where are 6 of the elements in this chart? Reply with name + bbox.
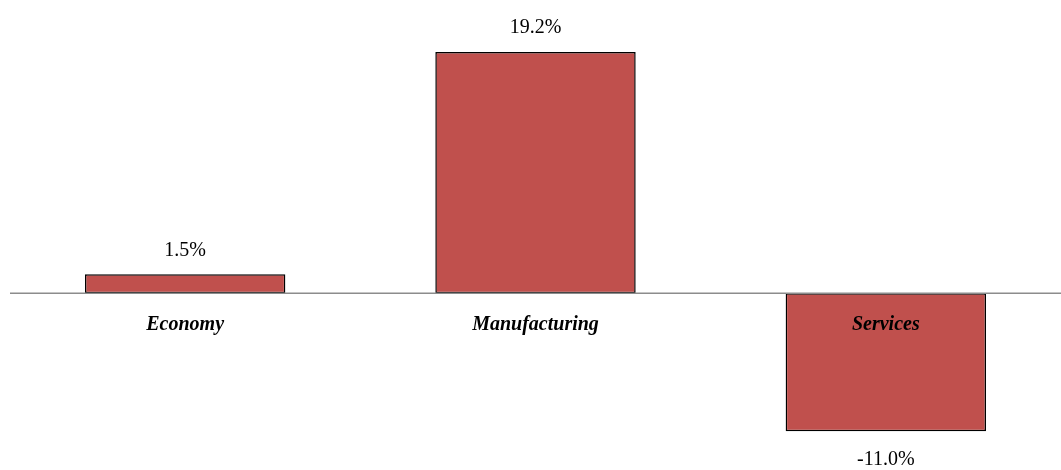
data-label: 19.2% (509, 15, 562, 38)
x-tick-label: Services (851, 312, 920, 335)
x-tick-label: Manufacturing (471, 312, 599, 336)
data-label: 1.5% (164, 237, 206, 260)
data-label: -11.0% (857, 446, 915, 469)
x-tick-label: Economy (145, 312, 225, 336)
